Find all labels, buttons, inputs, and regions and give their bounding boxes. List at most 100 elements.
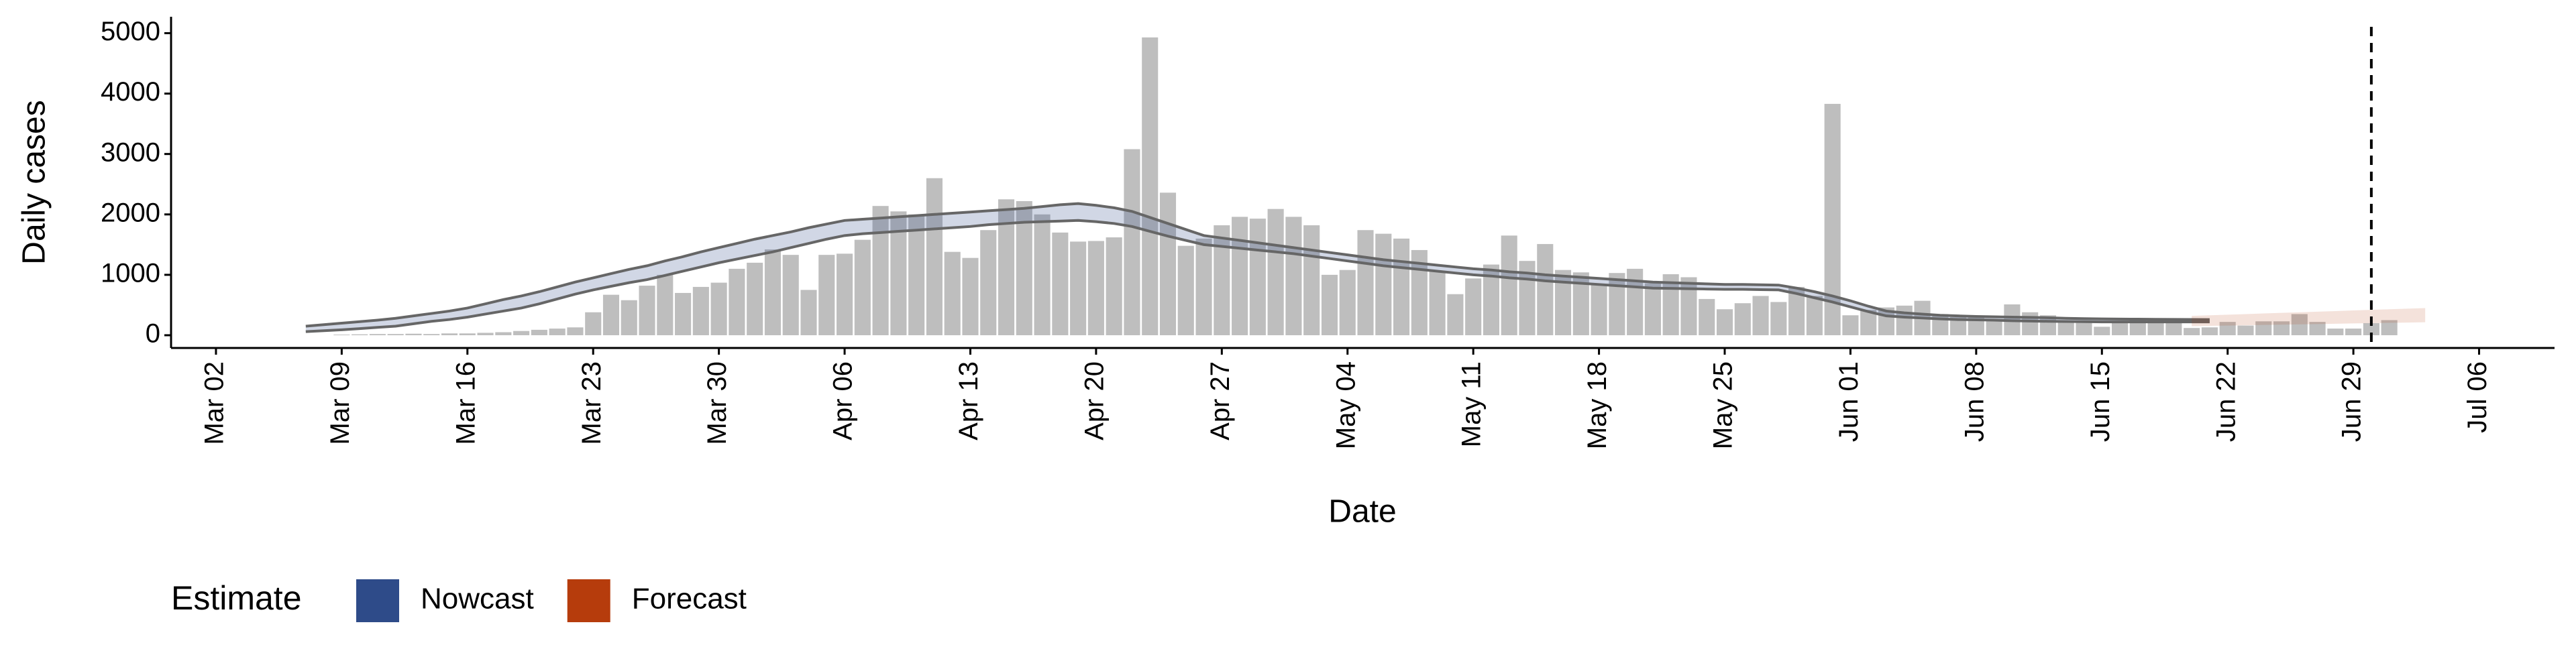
y-tick-label: 1000 — [101, 258, 160, 288]
bar — [549, 329, 566, 335]
bar — [567, 327, 584, 335]
bar — [585, 312, 602, 335]
bar — [2201, 327, 2218, 335]
bar — [1896, 305, 1913, 335]
bar — [1285, 217, 1302, 335]
bar — [1716, 309, 1733, 335]
band-edge-line — [305, 219, 2210, 333]
bar — [1465, 278, 1482, 335]
bar — [2345, 329, 2362, 335]
x-tick-label: May 11 — [1457, 361, 1487, 447]
bar — [2076, 321, 2092, 335]
bar — [1537, 243, 1554, 335]
bar — [1159, 192, 1177, 335]
band-edge-line — [305, 202, 2210, 328]
bar — [1699, 298, 1715, 335]
bar — [2165, 322, 2182, 335]
bar — [1770, 302, 1787, 335]
estimate-band — [305, 203, 2210, 332]
bar — [2291, 314, 2308, 335]
x-tick-label: May 25 — [1709, 361, 1738, 449]
bar — [1321, 274, 1338, 335]
bar — [2094, 327, 2110, 335]
bar — [1070, 241, 1087, 335]
x-tick-label: Mar 02 — [199, 361, 229, 445]
bar — [1662, 274, 1679, 335]
bar — [1806, 296, 1823, 335]
x-tick-label: May 04 — [1331, 361, 1360, 449]
legend-swatch — [567, 579, 610, 622]
bar — [387, 334, 404, 335]
bar — [513, 331, 530, 335]
bar — [1680, 277, 1697, 335]
x-tick-label: May 18 — [1582, 361, 1612, 449]
bar — [1734, 303, 1751, 335]
x-tick-label: Jun 29 — [2337, 361, 2367, 442]
bar — [1375, 233, 1392, 335]
x-tick-label: Mar 16 — [451, 361, 480, 445]
x-tick-label: Jun 01 — [1834, 361, 1864, 442]
bar — [926, 178, 943, 335]
bar — [639, 286, 655, 335]
bar — [1591, 284, 1607, 335]
x-tick-label: Jun 15 — [2086, 361, 2115, 442]
bar — [531, 329, 547, 335]
bar — [2022, 312, 2039, 335]
bar — [1339, 270, 1356, 335]
bar — [441, 333, 458, 335]
bar — [369, 334, 386, 335]
bar — [621, 300, 637, 335]
bar — [854, 239, 871, 335]
bar — [1177, 245, 1194, 335]
bar — [423, 334, 440, 335]
legend-swatch — [356, 579, 399, 622]
bar — [1357, 230, 1374, 335]
bar — [837, 253, 853, 335]
x-tick-label: Mar 30 — [702, 361, 732, 445]
bar — [477, 333, 494, 335]
bar — [657, 274, 674, 335]
bar — [602, 294, 620, 335]
estimate-band — [2192, 308, 2426, 327]
bar — [2255, 321, 2272, 335]
bar — [1644, 283, 1661, 335]
bar — [1142, 37, 1159, 335]
bar — [1501, 235, 1517, 335]
bar — [2381, 320, 2398, 335]
y-axis-label: Daily cases — [17, 100, 52, 264]
x-tick-label: Apr 27 — [1205, 361, 1235, 440]
x-tick-label: Jun 22 — [2211, 361, 2241, 442]
bar — [2112, 322, 2129, 335]
bar — [1842, 315, 1859, 335]
bar — [747, 262, 763, 335]
bar — [1447, 294, 1464, 335]
bar — [764, 249, 782, 335]
bar — [1609, 273, 1625, 335]
y-tick-label: 3000 — [101, 137, 160, 167]
bar — [1214, 225, 1230, 335]
bar — [2057, 320, 2074, 335]
x-tick-label: Apr 13 — [954, 361, 983, 440]
bar — [1627, 268, 1644, 335]
bar — [459, 333, 476, 335]
bar — [782, 255, 799, 335]
y-tick-label: 0 — [146, 319, 160, 349]
bar — [962, 257, 979, 335]
bar — [818, 255, 835, 335]
bar — [1124, 149, 1140, 335]
bar — [1195, 238, 1212, 335]
bar — [2237, 325, 2254, 335]
bar — [2147, 320, 2164, 335]
bar — [1087, 241, 1104, 335]
bar — [2184, 328, 2200, 335]
legend-title: Estimate — [171, 579, 302, 617]
bar — [2273, 321, 2290, 335]
x-tick-label: Jul 06 — [2463, 361, 2492, 433]
bar — [1986, 319, 2002, 335]
bar — [710, 282, 727, 335]
bar — [2363, 322, 2379, 335]
bar — [872, 206, 889, 335]
x-tick-label: Mar 09 — [325, 361, 355, 445]
